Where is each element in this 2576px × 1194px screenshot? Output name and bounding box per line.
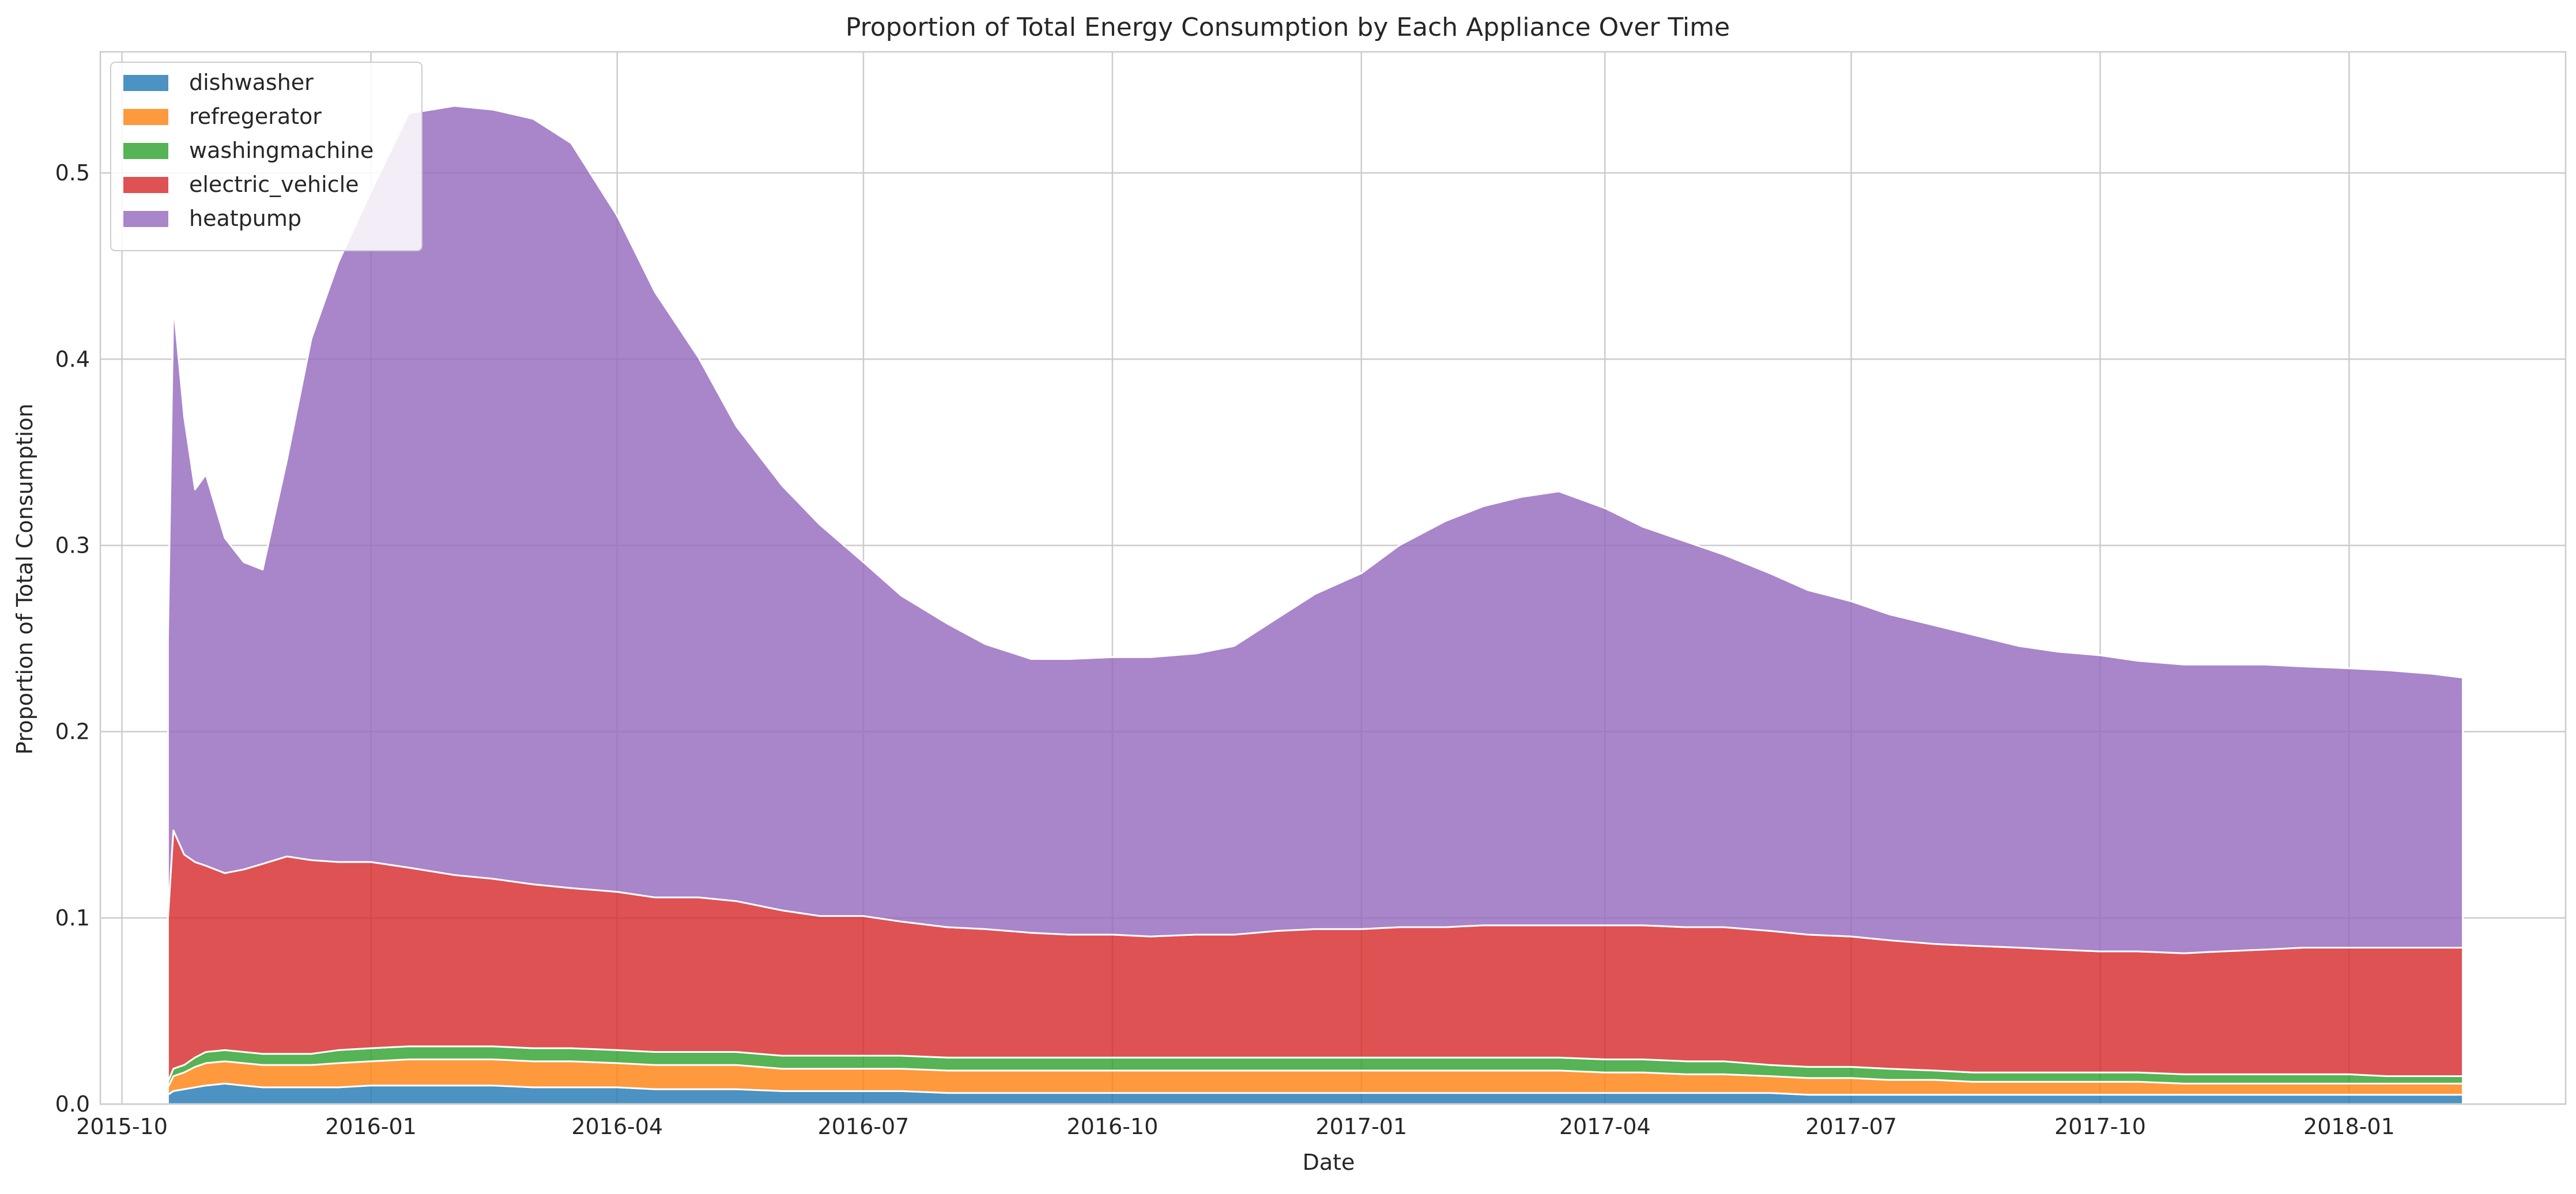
- x-tick-label: 2017-10: [2054, 1114, 2146, 1139]
- legend-box: [110, 62, 423, 251]
- x-tick-label: 2017-07: [1805, 1114, 1897, 1139]
- y-tick-label: 0.0: [55, 1091, 90, 1117]
- area-series: [167, 105, 2464, 1105]
- legend: dishwasher refregerator washingmachine elec…: [110, 62, 423, 251]
- y-tick-label: 0.1: [55, 905, 90, 931]
- y-tick-label: 0.2: [55, 719, 90, 745]
- y-tick-label: 0.5: [55, 160, 90, 186]
- legend-label-dishwasher: dishwasher: [189, 70, 314, 95]
- legend-swatch-heatpump: [123, 211, 168, 227]
- legend-label-electric-vehicle: electric_vehicle: [189, 172, 359, 197]
- x-tick-label: 2016-04: [571, 1114, 663, 1139]
- area-heatpump: [167, 105, 2464, 954]
- plot-frame: [99, 51, 2567, 1105]
- x-tick-label: 2016-10: [1066, 1114, 1158, 1139]
- x-tick-label: 2015-10: [76, 1114, 168, 1139]
- legend-label-washingmachine: washingmachine: [189, 138, 374, 163]
- legend-swatch-refregerator: [123, 109, 168, 125]
- x-axis-label: Date: [1303, 1150, 1355, 1175]
- y-axis-label: Proportion of Total Consumption: [12, 403, 37, 754]
- legend-swatch-electric-vehicle: [123, 177, 168, 193]
- x-tick-label: 2016-01: [325, 1114, 417, 1139]
- legend-label-refregerator: refregerator: [189, 104, 322, 129]
- x-tick-label: 2017-04: [1559, 1114, 1651, 1139]
- chart-title: Proportion of Total Energy Consumption b…: [846, 13, 1730, 42]
- y-tick-label: 0.3: [55, 532, 90, 558]
- legend-swatch-washingmachine: [123, 143, 168, 159]
- x-tick-label: 2016-07: [818, 1114, 910, 1139]
- legend-label-heatpump: heatpump: [189, 206, 301, 231]
- axes: 0.0 0.1 0.2 0.3 0.4 0.5 2015-10 2016-01 2016-04 2…: [55, 51, 2567, 1139]
- legend-swatch-dishwasher: [123, 75, 168, 91]
- y-tick-label: 0.4: [55, 346, 90, 372]
- x-tick-label: 2017-01: [1315, 1114, 1407, 1139]
- x-tick-label: 2018-01: [2303, 1114, 2395, 1139]
